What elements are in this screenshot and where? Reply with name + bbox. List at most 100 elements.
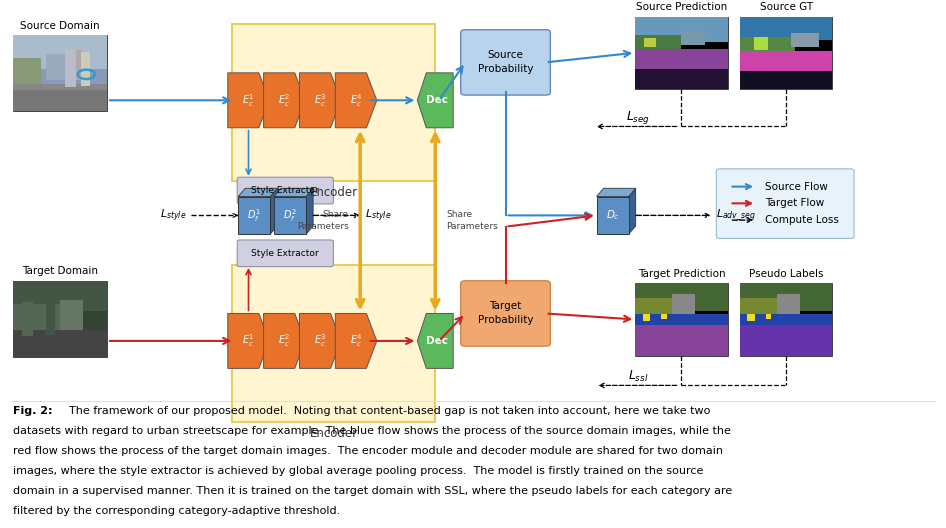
Text: $L_{ssl}$: $L_{ssl}$ bbox=[628, 369, 649, 383]
Bar bbox=[12, 281, 107, 356]
Bar bbox=[740, 314, 832, 327]
Polygon shape bbox=[300, 73, 341, 128]
Bar bbox=[635, 284, 727, 355]
Text: $D_f^2$: $D_f^2$ bbox=[283, 207, 297, 224]
Text: $D_f^1$: $D_f^1$ bbox=[247, 207, 261, 224]
Bar bbox=[12, 281, 107, 311]
Bar bbox=[635, 314, 727, 327]
Bar bbox=[635, 298, 676, 318]
Bar bbox=[12, 304, 60, 337]
Text: filtered by the corresponding category-adaptive threshold.: filtered by the corresponding category-a… bbox=[12, 506, 340, 516]
Bar bbox=[661, 314, 667, 319]
Text: $E_c^1$: $E_c^1$ bbox=[242, 333, 254, 350]
Text: $E_c^3$: $E_c^3$ bbox=[314, 333, 326, 350]
Bar bbox=[791, 33, 818, 47]
Bar bbox=[12, 90, 107, 111]
Bar bbox=[740, 71, 832, 89]
Polygon shape bbox=[274, 188, 313, 196]
Bar bbox=[673, 294, 695, 314]
Bar bbox=[740, 284, 832, 311]
Bar bbox=[740, 298, 781, 318]
Text: Share
Parameters: Share Parameters bbox=[297, 210, 349, 231]
Bar bbox=[597, 196, 629, 234]
Text: $L_{seg}$: $L_{seg}$ bbox=[625, 109, 650, 126]
Polygon shape bbox=[307, 188, 313, 234]
Text: $E_c^3$: $E_c^3$ bbox=[314, 92, 326, 109]
Bar bbox=[635, 35, 681, 53]
Bar bbox=[740, 284, 832, 355]
Bar bbox=[80, 52, 90, 86]
Bar bbox=[740, 325, 832, 355]
Text: Compute Loss: Compute Loss bbox=[765, 215, 839, 225]
FancyBboxPatch shape bbox=[237, 240, 333, 267]
Text: datasets with regard to urban streetscape for example. The blue flow shows the p: datasets with regard to urban streetscap… bbox=[12, 426, 730, 436]
Bar bbox=[233, 265, 435, 422]
Polygon shape bbox=[335, 73, 377, 128]
Text: Source
Probability: Source Probability bbox=[478, 50, 534, 74]
Polygon shape bbox=[300, 314, 341, 369]
Polygon shape bbox=[597, 188, 636, 196]
Text: Source GT: Source GT bbox=[760, 2, 813, 12]
Polygon shape bbox=[629, 188, 636, 234]
Bar bbox=[635, 69, 727, 89]
Bar bbox=[12, 35, 107, 69]
Text: Pseudo Labels: Pseudo Labels bbox=[749, 269, 823, 279]
Polygon shape bbox=[417, 314, 453, 369]
Bar bbox=[635, 16, 727, 89]
Bar bbox=[12, 58, 41, 88]
Bar bbox=[777, 294, 800, 314]
Bar bbox=[12, 35, 107, 111]
Text: $D_c$: $D_c$ bbox=[605, 209, 620, 222]
Bar bbox=[12, 330, 107, 356]
Text: The framework of our proposed model.  Noting that content-based gap is not taken: The framework of our proposed model. Not… bbox=[61, 407, 710, 416]
Polygon shape bbox=[228, 73, 270, 128]
Polygon shape bbox=[264, 73, 306, 128]
Bar bbox=[64, 49, 76, 87]
Text: Source Prediction: Source Prediction bbox=[636, 2, 727, 12]
Bar bbox=[22, 302, 33, 336]
Text: domain in a supervised manner. Then it is trained on the target domain with SSL,: domain in a supervised manner. Then it i… bbox=[12, 486, 732, 496]
Polygon shape bbox=[271, 188, 277, 234]
Bar bbox=[45, 297, 55, 335]
FancyBboxPatch shape bbox=[237, 177, 333, 204]
Text: Source Flow: Source Flow bbox=[765, 182, 829, 192]
Text: $E_c^1$: $E_c^1$ bbox=[242, 92, 254, 109]
Bar bbox=[233, 24, 435, 182]
Text: Encoder: Encoder bbox=[309, 186, 358, 200]
Bar bbox=[635, 16, 727, 42]
Text: $L_{style}$: $L_{style}$ bbox=[365, 207, 392, 223]
FancyBboxPatch shape bbox=[461, 281, 551, 346]
FancyBboxPatch shape bbox=[461, 30, 551, 95]
Text: Style Extractor: Style Extractor bbox=[252, 249, 319, 258]
Polygon shape bbox=[228, 314, 270, 369]
Bar bbox=[642, 314, 650, 321]
Text: Target Flow: Target Flow bbox=[765, 199, 825, 209]
Bar bbox=[635, 325, 727, 355]
Bar bbox=[69, 50, 83, 80]
Bar bbox=[766, 314, 771, 319]
Text: Source Domain: Source Domain bbox=[20, 21, 99, 31]
Text: $E_c^4$: $E_c^4$ bbox=[350, 92, 362, 109]
Text: Share
Parameters: Share Parameters bbox=[447, 210, 499, 231]
Bar bbox=[754, 37, 767, 50]
Polygon shape bbox=[335, 314, 377, 369]
Bar bbox=[238, 196, 271, 234]
Bar bbox=[12, 84, 107, 111]
Bar bbox=[740, 16, 832, 40]
Bar bbox=[635, 284, 727, 311]
Polygon shape bbox=[264, 314, 306, 369]
Bar bbox=[740, 16, 832, 89]
Bar bbox=[740, 37, 796, 55]
Text: $L_{style}$: $L_{style}$ bbox=[160, 207, 186, 223]
Bar bbox=[45, 54, 64, 80]
Polygon shape bbox=[238, 188, 277, 196]
Text: Encoder: Encoder bbox=[309, 427, 358, 440]
Text: Style Extractor: Style Extractor bbox=[252, 186, 319, 195]
Text: Target Prediction: Target Prediction bbox=[638, 269, 726, 279]
FancyBboxPatch shape bbox=[716, 169, 854, 239]
Bar bbox=[747, 314, 755, 321]
Text: $E_c^4$: $E_c^4$ bbox=[350, 333, 362, 350]
Text: images, where the style extractor is achieved by global average pooling process.: images, where the style extractor is ach… bbox=[12, 466, 703, 476]
Text: Dec: Dec bbox=[426, 336, 448, 346]
Bar bbox=[740, 51, 832, 73]
